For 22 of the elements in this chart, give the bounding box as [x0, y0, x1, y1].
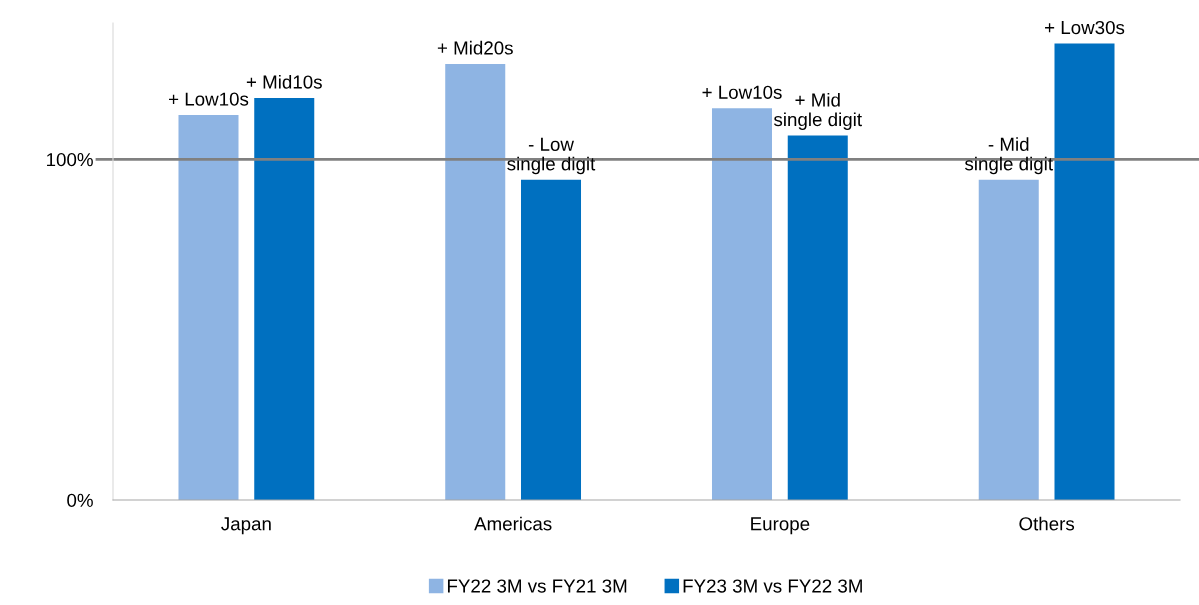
data-label: + Mid10s: [246, 74, 322, 89]
data-label: - Low single digit: [507, 137, 596, 175]
bar: [178, 114, 239, 500]
bar: [1054, 43, 1115, 500]
data-label: - Mid single digit: [964, 137, 1053, 175]
data-label: + Mid20s: [437, 40, 513, 55]
x-tick-label: Europe: [751, 517, 810, 535]
bar: [787, 135, 848, 500]
legend-label: FY23 3M vs FY22 3M: [683, 579, 862, 593]
legend-label: FY22 3M vs FY21 3M: [447, 579, 627, 593]
data-label: + Low10s: [169, 92, 249, 106]
x-tick-label: Others: [1019, 516, 1075, 531]
y-tick-label: 100%: [47, 152, 93, 167]
bar: [520, 179, 582, 500]
bar: [711, 108, 773, 500]
data-label: + Low30s: [1045, 20, 1125, 35]
x-tick-label: Japan: [221, 517, 271, 535]
x-tick-label: Americas: [474, 516, 552, 531]
bar: [445, 63, 506, 500]
bar: [254, 97, 315, 500]
y-tick-label: 0%: [67, 493, 93, 507]
bar: [978, 179, 1039, 500]
